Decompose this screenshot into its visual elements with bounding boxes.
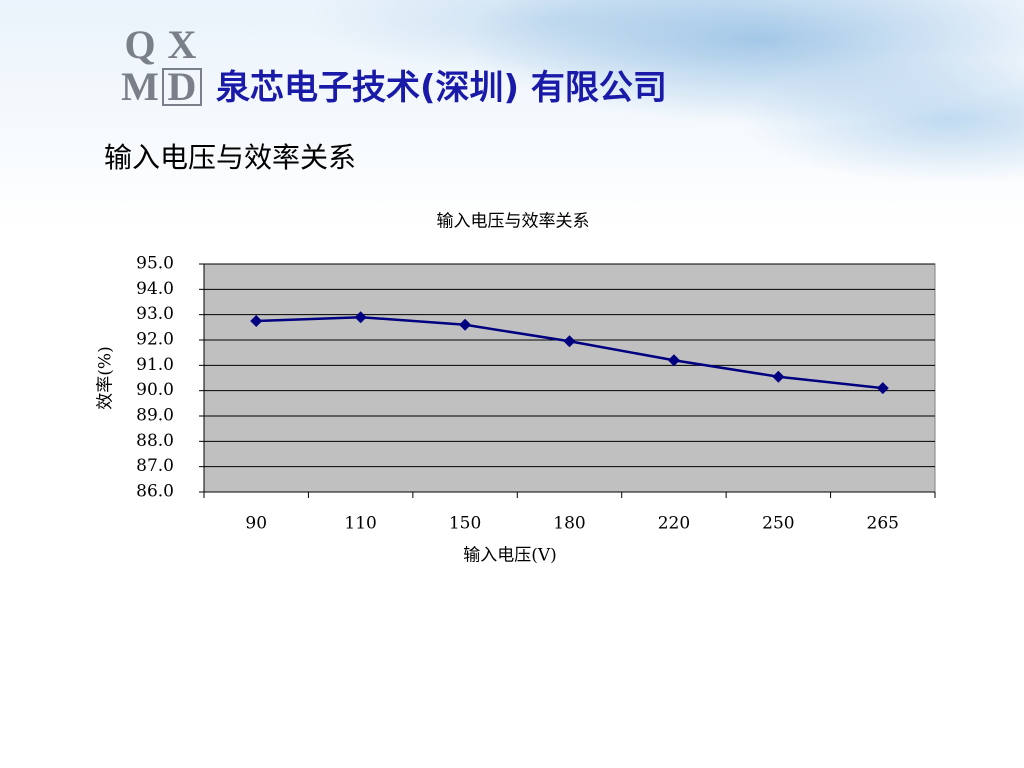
x-tick-label: 90 [245,514,267,534]
x-tick-label: 110 [344,514,376,534]
logo-letter: M [121,64,159,109]
logo-letter: D [162,67,202,107]
y-tick-label: 90.0 [136,380,174,400]
y-tick-label: 86.0 [136,482,174,502]
chart-title: 输入电压与效率关系 [437,212,590,232]
y-tick-label: 91.0 [136,355,174,375]
company-name: 泉芯电子技术(深圳) 有限公司 [216,68,667,108]
logo: Q X M D [120,22,206,109]
y-tick-label: 92.0 [136,330,174,350]
logo-letter: Q [124,22,156,67]
data-marker [772,370,785,383]
data-marker [250,315,263,327]
x-tick-label: 250 [762,514,794,534]
data-marker [667,354,680,367]
x-tick-label: 180 [553,514,585,534]
x-tick-label: 265 [867,514,899,534]
plot-area [203,263,936,493]
logo-letter: X [167,22,197,67]
background [0,0,1024,230]
slide-title: 输入电压与效率关系 [104,141,357,174]
data-marker [459,318,472,331]
y-tick-label: 88.0 [136,431,174,451]
data-marker [876,382,889,395]
y-tick-label: 94.0 [136,279,174,299]
x-axis-label: 输入电压(V) [463,546,557,566]
y-tick-label: 87.0 [136,456,174,476]
y-tick-label: 95.0 [136,254,174,274]
x-tick-label: 150 [449,514,481,534]
data-marker [563,335,576,348]
data-marker [354,311,367,324]
y-tick-label: 89.0 [136,406,174,426]
y-axis-label: 效率(%) [96,346,116,409]
x-tick-label: 220 [658,514,690,534]
y-tick-label: 93.0 [136,304,174,324]
